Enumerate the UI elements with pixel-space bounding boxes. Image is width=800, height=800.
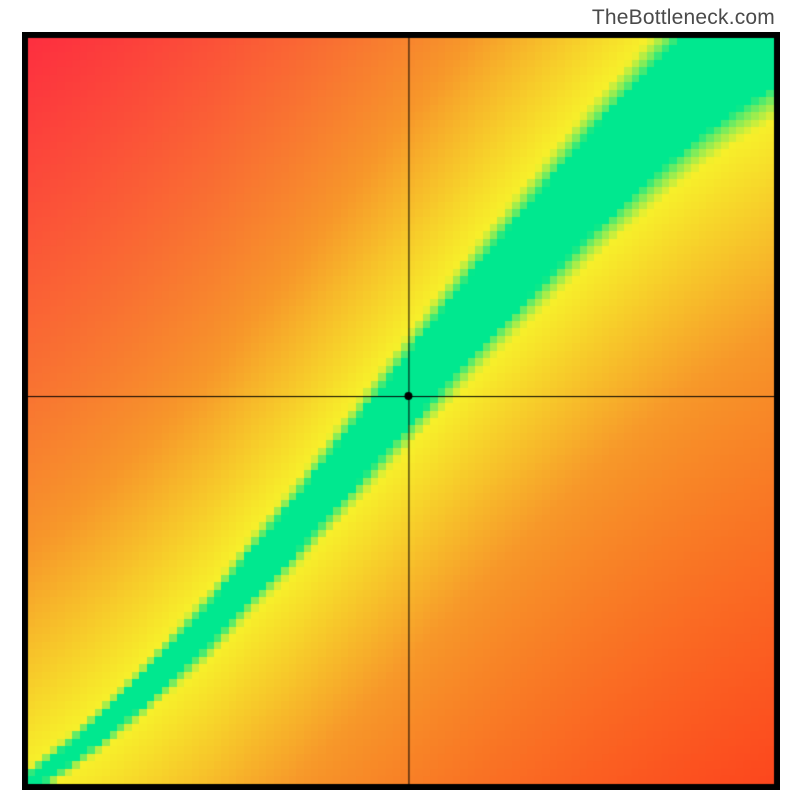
plot-frame: [22, 32, 780, 790]
chart-container: TheBottleneck.com: [0, 0, 800, 800]
watermark-text: TheBottleneck.com: [592, 6, 775, 30]
bottleneck-heatmap: [22, 32, 780, 790]
